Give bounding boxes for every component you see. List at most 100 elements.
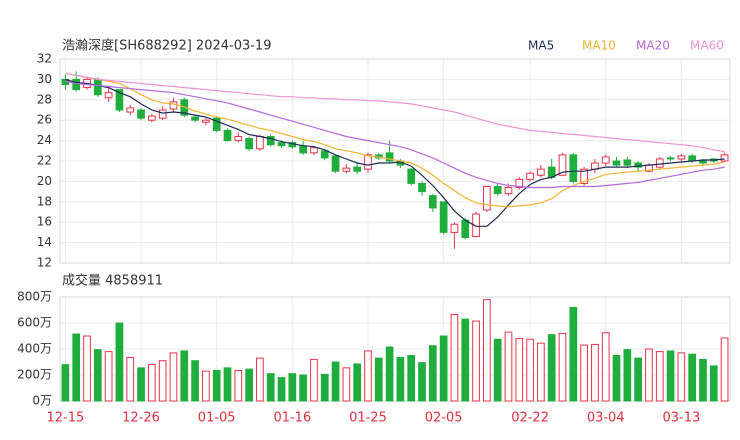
volume-bar: [720, 337, 729, 402]
volume-bar: [299, 374, 307, 402]
volume-bar: [526, 338, 534, 402]
volume-bar: [537, 342, 545, 402]
candle-body: [169, 101, 178, 110]
volume-bar: [439, 335, 448, 402]
volume-bar: [612, 355, 621, 402]
legend-entry: MA5: [528, 39, 554, 53]
volume-bar: [623, 349, 632, 402]
candle-body: [472, 213, 480, 237]
candle-body: [202, 119, 210, 123]
candle-body: [191, 116, 199, 121]
legend-entry: MA10: [582, 39, 616, 53]
panel-frame: [59, 58, 731, 264]
candle-body: [677, 155, 686, 160]
volume-bar: [472, 320, 480, 402]
volume-bar: [666, 350, 675, 402]
volume-bar: [148, 364, 156, 402]
volume-bar: [634, 357, 642, 402]
ma-line: [65, 72, 725, 208]
candle-body: [234, 136, 243, 142]
y-tick-label: 800万: [17, 290, 52, 304]
candle-body: [256, 136, 264, 150]
candle-body: [126, 107, 135, 113]
candle-body: [277, 142, 286, 147]
candle-body: [526, 172, 534, 180]
candle-body: [655, 158, 664, 168]
y-tick-label: 16: [37, 215, 52, 229]
x-tick-label: 01-25: [349, 411, 387, 426]
candle-body: [601, 156, 610, 164]
volume-bar: [450, 314, 459, 402]
candle-body: [104, 92, 113, 99]
candle-body: [537, 168, 545, 176]
candle-body: [310, 147, 318, 154]
volume-bar: [61, 364, 70, 402]
y-tick-label: 400万: [17, 342, 52, 356]
volume-bar: [396, 356, 405, 402]
volume-bar: [202, 370, 210, 402]
x-tick-label: 01-05: [198, 411, 236, 426]
volume-bar: [310, 358, 318, 402]
volume-bar: [483, 299, 491, 402]
x-tick-label: 12-26: [122, 411, 160, 426]
volume-bar: [277, 377, 286, 402]
candle-body: [407, 168, 416, 184]
volume-bar: [655, 351, 664, 402]
volume-bar: [580, 344, 588, 402]
volume-bar: [407, 355, 416, 402]
volume-bar: [223, 367, 232, 402]
candle-body: [158, 109, 167, 119]
volume-bar: [558, 332, 567, 402]
candle-body: [385, 152, 394, 162]
volume-bar: [331, 361, 340, 402]
candle-body: [558, 154, 567, 176]
volume-bar: [93, 349, 102, 402]
y-tick-label: 26: [37, 113, 52, 127]
y-tick-label: 30: [37, 72, 52, 86]
volume-title: 成交量 4858911: [62, 273, 163, 289]
candle-body: [137, 109, 145, 119]
candle-body: [461, 219, 470, 239]
volume-bar: [126, 356, 135, 402]
volume-bar: [104, 351, 113, 402]
candle-body: [580, 168, 588, 184]
candle-body: [72, 78, 81, 91]
volume-bar: [320, 373, 329, 402]
candle-body: [666, 157, 675, 160]
y-tick-label: 0万: [32, 394, 52, 408]
y-tick-label: 20: [37, 174, 52, 188]
y-tick-label: 200万: [17, 368, 52, 382]
candle-body: [439, 201, 448, 233]
panel-frame: [59, 296, 731, 402]
candle-body: [299, 145, 307, 154]
y-tick-label: 12: [37, 256, 52, 270]
y-tick-label: 600万: [17, 316, 52, 330]
volume-bar: [72, 333, 81, 402]
candle-body: [331, 155, 340, 172]
volume-bar: [601, 332, 610, 402]
candle-body: [569, 154, 578, 182]
ma-line: [65, 80, 725, 189]
candle-body: [418, 182, 426, 193]
candle-body: [428, 195, 437, 209]
candle-body: [245, 138, 253, 150]
volume-bar: [169, 352, 178, 402]
x-tick-label: 02-22: [511, 411, 549, 426]
chart-title: 浩瀚深度[SH688292] 2024-03-19: [62, 38, 271, 54]
y-tick-label: 18: [37, 194, 52, 208]
volume-bar: [256, 357, 264, 402]
volume-bar: [212, 369, 221, 402]
volume-bar: [688, 353, 697, 402]
legend-entry: MA60: [690, 39, 724, 53]
candle-body: [483, 186, 491, 211]
volume-bar: [342, 367, 351, 402]
volume-bar: [266, 373, 275, 402]
candle-body: [515, 178, 524, 189]
candle-body: [612, 160, 621, 166]
volume-bar: [677, 352, 686, 402]
volume-bar: [353, 363, 362, 402]
volume-bar: [493, 338, 502, 402]
volume-bar: [645, 348, 653, 402]
x-tick-label: 01-16: [273, 411, 311, 426]
candle-body: [320, 150, 329, 159]
